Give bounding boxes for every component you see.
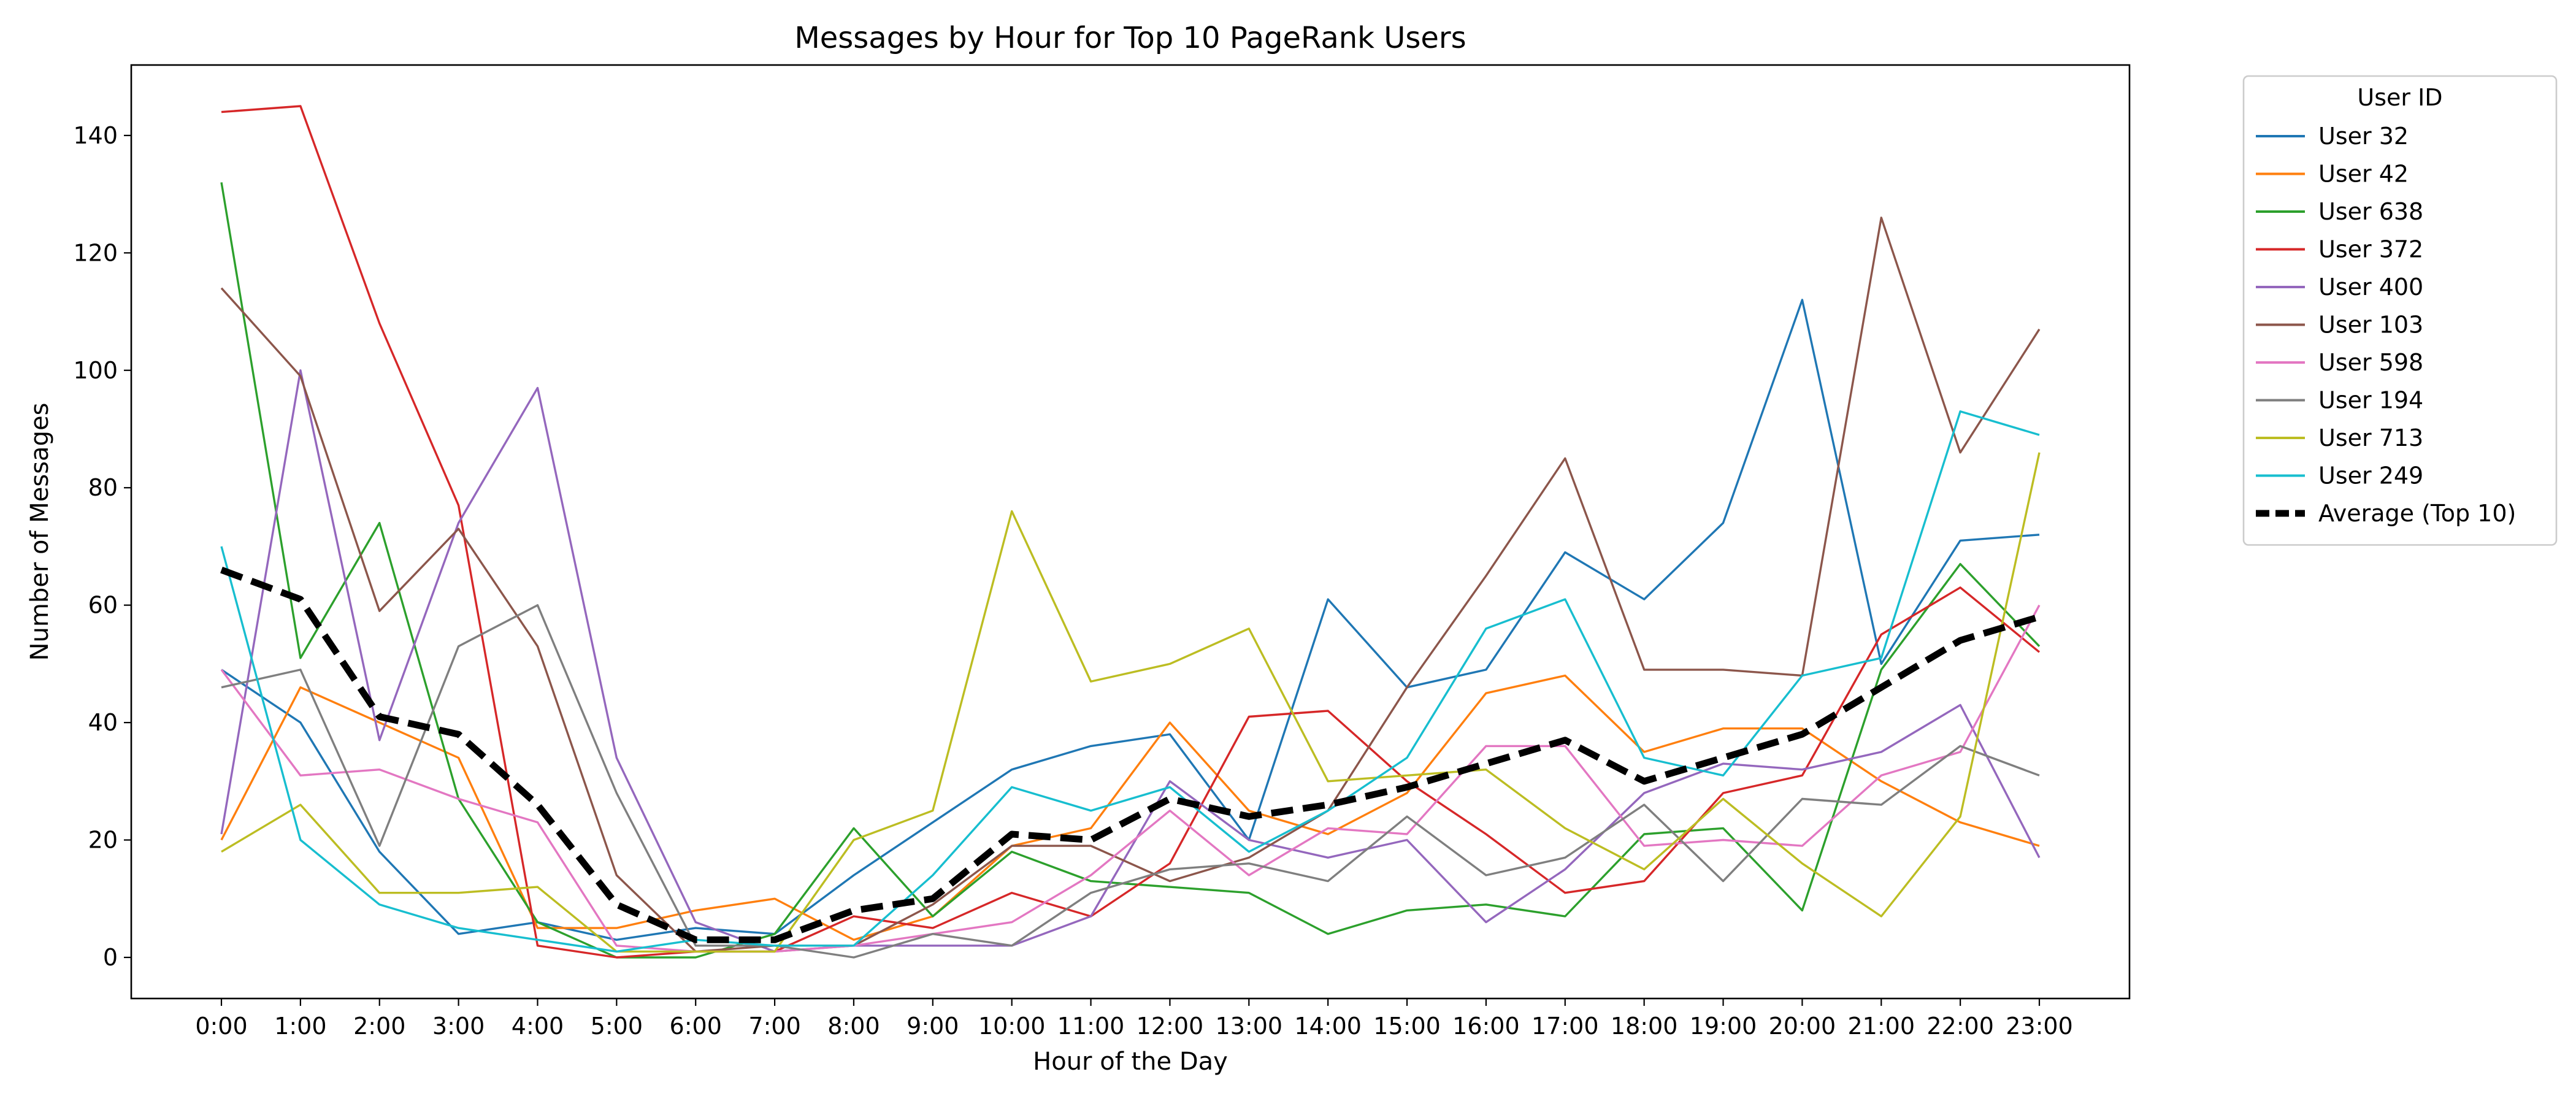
series-line-average-top-10 xyxy=(220,567,2041,943)
x-tick-label: 12:00 xyxy=(1137,1013,1204,1040)
x-tick-label: 17:00 xyxy=(1531,1013,1599,1040)
chart-title: Messages by Hour for Top 10 PageRank Use… xyxy=(794,21,1466,55)
y-tick-label: 120 xyxy=(73,239,118,266)
series-line-user-32 xyxy=(221,299,2040,941)
legend-item: User 249 xyxy=(2256,462,2423,489)
y-tick-label: 40 xyxy=(88,709,118,736)
x-tick-label: 13:00 xyxy=(1216,1013,1283,1040)
legend-item: User 713 xyxy=(2256,424,2423,451)
x-tick-label: 22:00 xyxy=(1926,1013,1994,1040)
legend-label: Average (Top 10) xyxy=(2318,500,2516,527)
x-tick-label: 11:00 xyxy=(1057,1013,1125,1040)
series-line-user-713 xyxy=(221,452,2041,953)
x-tick-label: 14:00 xyxy=(1294,1013,1362,1040)
legend-label: User 598 xyxy=(2318,349,2423,376)
legend-label: User 194 xyxy=(2318,387,2423,414)
legend-title: User ID xyxy=(2357,84,2442,111)
legend-item: User 103 xyxy=(2256,312,2423,339)
x-tick-label: 2:00 xyxy=(353,1013,405,1040)
legend-box xyxy=(2242,75,2558,546)
x-tick-label: 16:00 xyxy=(1452,1013,1520,1040)
x-tick-label: 19:00 xyxy=(1690,1013,1757,1040)
legend-label: User 713 xyxy=(2318,424,2423,451)
x-axis: 0:00 1:00 2:00 3:00 4:00 5:00 6:00 7:00 8:00 9:00… xyxy=(195,999,2073,1040)
y-tick-label: 100 xyxy=(73,357,118,384)
legend-label: User 103 xyxy=(2318,312,2423,339)
legend-label: User 42 xyxy=(2318,161,2409,188)
x-tick-label: 7:00 xyxy=(748,1013,800,1040)
x-tick-label: 1:00 xyxy=(274,1013,326,1040)
y-tick-label: 80 xyxy=(88,474,118,501)
x-tick-label: 21:00 xyxy=(1848,1013,1915,1040)
legend-label: User 249 xyxy=(2318,462,2423,489)
y-axis-title: Number of Messages xyxy=(26,403,54,661)
x-tick-label: 6:00 xyxy=(670,1013,722,1040)
series-line-user-400 xyxy=(220,369,2041,953)
x-tick-label: 3:00 xyxy=(432,1013,485,1040)
y-tick-label: 0 xyxy=(103,944,118,971)
series-line-user-372 xyxy=(221,105,2041,959)
plot-area xyxy=(220,105,2041,959)
series-line-user-42 xyxy=(220,674,2040,941)
legend-item: User 598 xyxy=(2256,349,2423,376)
legend-label: User 638 xyxy=(2318,198,2423,225)
series-line-user-249 xyxy=(220,410,2040,953)
plot-frame xyxy=(130,64,2131,1000)
x-tick-label: 0:00 xyxy=(195,1013,247,1040)
x-tick-label: 20:00 xyxy=(1769,1013,1836,1040)
legend-item: User 32 xyxy=(2256,123,2409,150)
y-tick-label: 60 xyxy=(88,592,118,619)
x-tick-label: 18:00 xyxy=(1611,1013,1678,1040)
legend-label: User 32 xyxy=(2318,123,2409,150)
y-tick-label: 20 xyxy=(88,827,118,854)
x-tick-label: 5:00 xyxy=(591,1013,643,1040)
x-tick-label: 4:00 xyxy=(512,1013,564,1040)
x-tick-label: 9:00 xyxy=(907,1013,959,1040)
series-line-user-103 xyxy=(220,217,2041,953)
legend-item: Average (Top 10) xyxy=(2256,500,2516,527)
legend-label: User 400 xyxy=(2318,274,2423,301)
series-line-user-598 xyxy=(220,604,2041,953)
legend-item: User 42 xyxy=(2256,161,2409,188)
series-line-user-194 xyxy=(221,604,2040,959)
x-axis-title: Hour of the Day xyxy=(1033,1048,1228,1076)
legend-label: User 372 xyxy=(2318,236,2423,263)
legend-item: User 194 xyxy=(2256,387,2423,414)
x-tick-label: 23:00 xyxy=(2006,1013,2073,1040)
legend-item: User 400 xyxy=(2256,274,2423,301)
legend-items: User 32 User 42 User 638 User 372 User 400 Us… xyxy=(2256,123,2516,527)
x-tick-label: 15:00 xyxy=(1373,1013,1441,1040)
y-axis: 0 20 40 60 80 100 120 140 xyxy=(73,122,131,971)
legend-item: User 638 xyxy=(2256,198,2423,225)
x-tick-label: 8:00 xyxy=(827,1013,880,1040)
legend-item: User 372 xyxy=(2256,236,2423,263)
x-tick-label: 10:00 xyxy=(978,1013,1046,1040)
y-tick-label: 140 xyxy=(73,122,118,149)
